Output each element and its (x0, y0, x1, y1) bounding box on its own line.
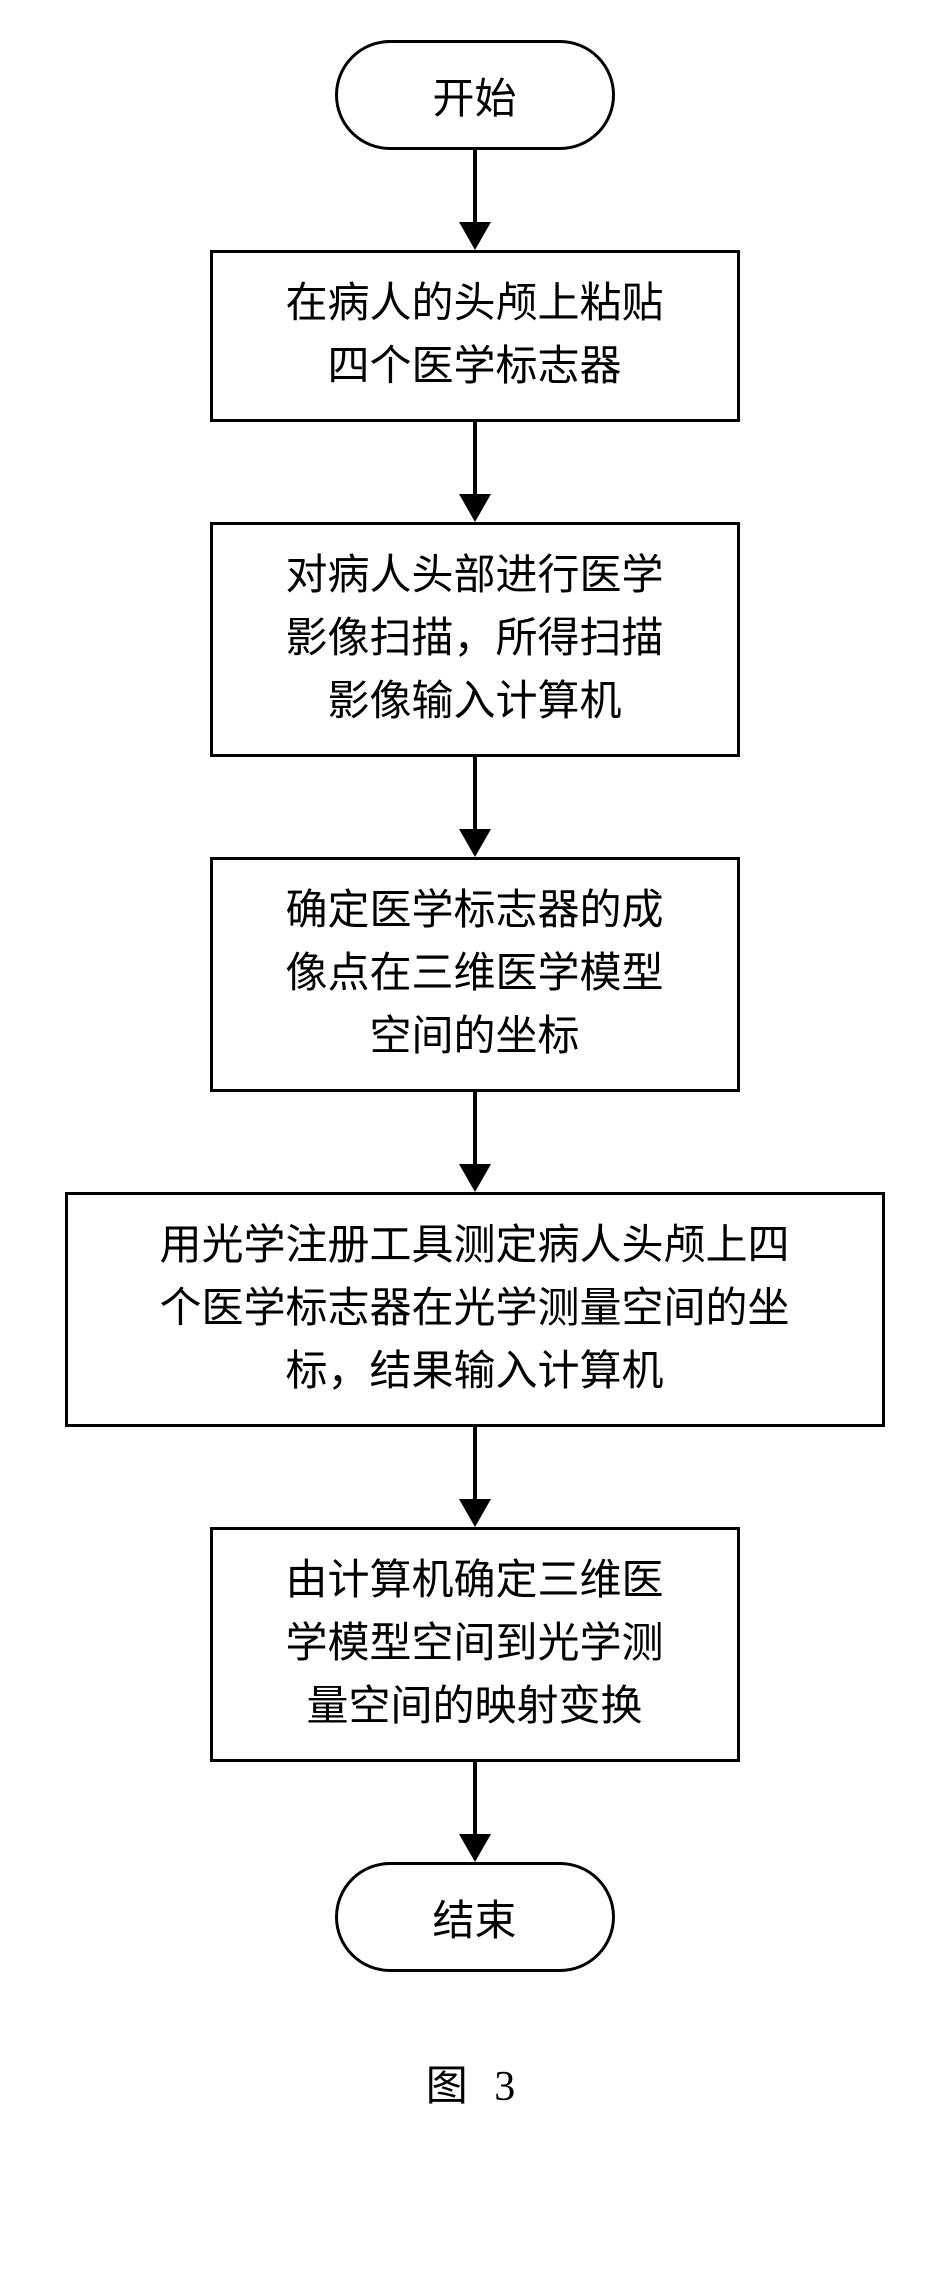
arrow (459, 1427, 491, 1527)
step1-node: 在病人的头颅上粘贴 四个医学标志器 (210, 250, 740, 422)
arrow-head (459, 222, 491, 250)
arrow-line (473, 150, 477, 222)
step4-node: 用光学注册工具测定病人头颅上四 个医学标志器在光学测量空间的坐 标，结果输入计算… (65, 1192, 885, 1427)
flowchart-container: 开始 在病人的头颅上粘贴 四个医学标志器 对病人头部进行医学 影像扫描，所得扫描… (25, 40, 925, 2113)
arrow-line (473, 1762, 477, 1834)
arrow-line (473, 1092, 477, 1164)
step2-label: 对病人头部进行医学 影像扫描，所得扫描 影像输入计算机 (285, 545, 663, 734)
arrow (459, 1762, 491, 1862)
arrow-head (459, 829, 491, 857)
step5-label: 由计算机确定三维医 学模型空间到光学测 量空间的映射变换 (285, 1550, 663, 1739)
end-label: 结束 (432, 1887, 516, 1948)
arrow (459, 1092, 491, 1192)
figure-caption: 图 3 (426, 2052, 524, 2113)
step3-label: 确定医学标志器的成 像点在三维医学模型 空间的坐标 (285, 880, 663, 1069)
arrow (459, 422, 491, 522)
step2-node: 对病人头部进行医学 影像扫描，所得扫描 影像输入计算机 (210, 522, 740, 757)
arrow-line (473, 757, 477, 829)
arrow (459, 150, 491, 250)
arrow-head (459, 1499, 491, 1527)
step5-node: 由计算机确定三维医 学模型空间到光学测 量空间的映射变换 (210, 1527, 740, 1762)
step3-node: 确定医学标志器的成 像点在三维医学模型 空间的坐标 (210, 857, 740, 1092)
end-node: 结束 (335, 1862, 615, 1972)
step4-label: 用光学注册工具测定病人头颅上四 个医学标志器在光学测量空间的坐 标，结果输入计算… (159, 1215, 789, 1404)
arrow-head (459, 494, 491, 522)
arrow-head (459, 1834, 491, 1862)
arrow-line (473, 422, 477, 494)
step1-label: 在病人的头颅上粘贴 四个医学标志器 (285, 273, 663, 399)
arrow-head (459, 1164, 491, 1192)
start-label: 开始 (432, 65, 516, 126)
arrow (459, 757, 491, 857)
start-node: 开始 (335, 40, 615, 150)
arrow-line (473, 1427, 477, 1499)
